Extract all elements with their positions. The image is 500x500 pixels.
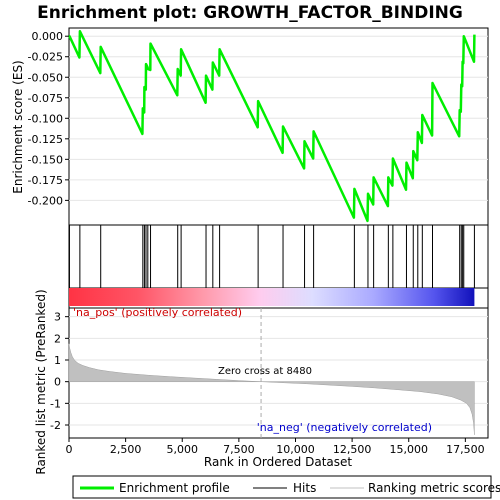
es-y-tick-label: -0.125 (28, 133, 63, 146)
rank-gradient-bar (69, 288, 475, 306)
es-y-axis-label: Enrichment score (ES) (11, 60, 25, 193)
metric-y-axis-label: Ranked list metric (PreRanked) (34, 289, 48, 474)
hits-panel-frame (68, 224, 489, 289)
metric-y-tick-label: 2 (54, 332, 61, 345)
legend-metric-label: Ranking metric scores (368, 481, 500, 495)
x-tick-label: 15,000 (389, 443, 428, 456)
x-axis-label: Rank in Ordered Dataset (204, 455, 352, 469)
es-y-tick-label: -0.200 (28, 194, 63, 207)
es-y-tick-label: -0.075 (28, 92, 63, 105)
x-tick-label: 10,000 (276, 443, 315, 456)
x-ticks: 0 2,500 5,000 7,500 10,000 12,500 15,000 17,500 (66, 438, 485, 456)
es-y-ticks: 0.000 -0.025 -0.050 -0.075 -0.100 -0.125 -0.15… (28, 30, 69, 207)
es-panel-frame (68, 27, 489, 226)
x-tick-label: 17,500 (446, 443, 485, 456)
x-tick-label: 2,500 (110, 443, 142, 456)
legend-box (72, 475, 492, 499)
es-y-tick-label: -0.100 (28, 112, 63, 125)
es-y-tick-label: -0.175 (28, 174, 63, 187)
neg-correlated-label: 'na_neg' (negatively correlated) (257, 421, 432, 434)
es-y-tick-label: -0.050 (28, 71, 63, 84)
chart-title: Enrichment plot: GROWTH_FACTOR_BINDING (37, 3, 463, 23)
metric-y-ticks: 3 2 1 0 -1 -2 (50, 311, 69, 432)
es-y-tick-label: 0.000 (32, 30, 64, 43)
metric-y-tick-label: -2 (50, 419, 61, 432)
legend-hits-label: Hits (293, 481, 316, 495)
pos-correlated-label: 'na_pos' (positively correlated) (73, 306, 242, 319)
x-tick-label: 5,000 (166, 443, 198, 456)
metric-y-tick-label: 1 (54, 354, 61, 367)
metric-y-tick-label: -1 (50, 397, 61, 410)
metric-y-tick-label: 3 (54, 311, 61, 324)
hit-lines (68, 225, 475, 288)
x-tick-label: 0 (66, 443, 73, 456)
legend-es-label: Enrichment profile (119, 481, 230, 495)
x-tick-label: 12,500 (333, 443, 372, 456)
es-profile-line (68, 30, 476, 223)
zero-cross-label: Zero cross at 8480 (218, 366, 312, 377)
metric-y-tick-label: 0 (54, 376, 61, 389)
es-profile (68, 30, 476, 223)
es-y-tick-label: -0.025 (28, 51, 63, 64)
es-y-tick-label: -0.150 (28, 153, 63, 166)
metric-panel-frame (68, 307, 489, 439)
x-tick-label: 7,500 (223, 443, 255, 456)
